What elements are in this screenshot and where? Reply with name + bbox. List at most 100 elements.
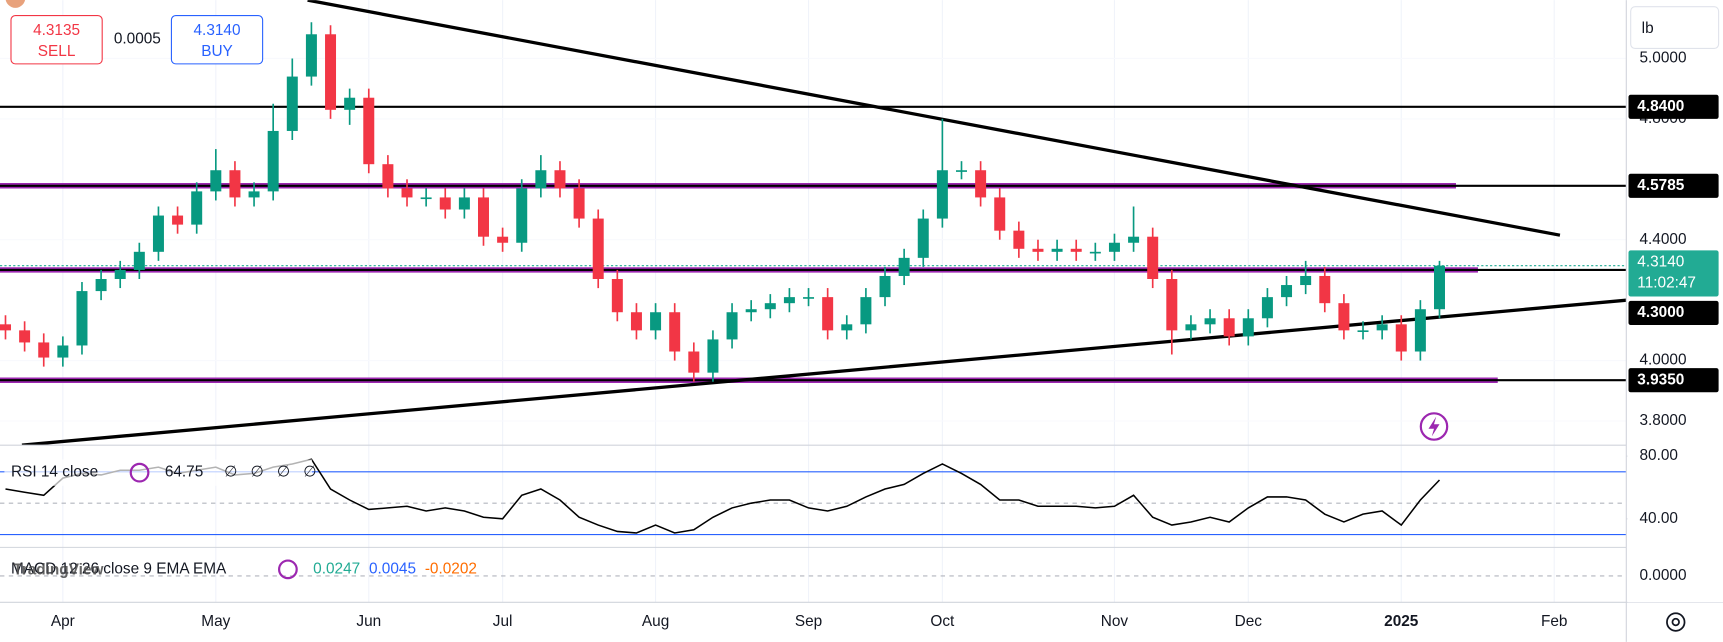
y-tick-label: 3.8000 [1639,412,1686,429]
trendline [21,298,1627,446]
candle-body [650,312,662,331]
candle-body [975,170,987,198]
macd-tick-label: 0.0000 [1639,567,1686,584]
candle-body [114,269,126,279]
candle-body [1166,278,1178,331]
last-price-box [1628,250,1719,297]
candle-body [325,34,337,110]
x-tick-label: Sep [795,613,822,630]
rsi-empty-value: ∅ [224,464,237,481]
gear-inner [1671,617,1680,627]
candle-body [630,312,642,331]
candle-body [210,170,222,192]
x-tick-label: 2025 [1384,613,1419,630]
level-label: 4.3000 [1637,304,1684,321]
candle-body [1223,318,1235,337]
candle-body [879,275,891,298]
candle-body [1128,236,1140,243]
sell-button[interactable]: 4.3135 SELL [10,14,103,65]
candle-body [669,312,681,352]
rsi-tick-label: 40.00 [1639,510,1677,527]
candle-body [172,215,184,225]
axis: Apr May Jun Jul Aug Sep Oct Nov Dec 2025 Feb 5.0000… [51,50,1719,630]
macd-source-icon[interactable] [278,559,298,580]
rsi-value: 64.75 [165,464,203,481]
unit-label: lb [1642,20,1654,37]
x-tick-label: Oct [930,613,955,630]
candle-body [1261,297,1273,319]
unit-dropdown[interactable]: lb [1630,6,1720,50]
candle-body [76,291,88,346]
candle-body [764,303,776,310]
candle-body [497,236,509,243]
level-label-box [1628,94,1719,119]
sell-label: SELL [38,43,76,60]
macd-legend: MACD 12 26 close 9 EMA EMA [11,560,227,577]
unit-box [1630,6,1720,50]
candle-body [1051,248,1063,252]
x-tick-label: Dec [1235,613,1263,630]
spread: 0.0005 [114,31,161,48]
candle-body [344,97,356,110]
level-label: 4.5785 [1637,177,1684,194]
rsi-legend-bg [4,459,313,486]
last-price-label: 4.3140 [1637,253,1684,270]
candle-body [401,188,413,198]
level-label: 3.9350 [1637,371,1684,388]
y-tick-label: 4.0000 [1639,352,1686,369]
candle-body [803,297,815,299]
settings-button[interactable] [1666,612,1686,632]
candle-body [535,170,547,189]
sell-box [10,14,103,65]
candle-body [573,188,585,219]
macd-values: 0.0247 0.0045 -0.0202 [313,560,477,577]
trendline [307,0,1561,237]
candle-body [1434,265,1445,310]
candle-body [1338,303,1350,331]
candle-body [707,339,719,373]
rsi-legend: RSI 14 close [11,464,98,481]
candle-body [1395,324,1407,352]
candle-body [726,312,738,340]
y-tick-label: 5.0000 [1639,50,1686,67]
candle-body [516,188,528,243]
candle-body [1319,275,1331,304]
candle-body [1147,236,1159,279]
candle-body [1357,330,1369,333]
candle-body [0,324,11,331]
candle-body [1281,285,1293,298]
level-label-box [1628,368,1719,393]
candle-body [363,97,375,165]
level-label-box [1628,173,1719,198]
buy-price: 4.3140 [194,22,241,39]
buy-button[interactable]: 4.3140 BUY [170,14,264,65]
candle-body [822,297,834,331]
candle-body [688,351,700,373]
candle-body [248,191,260,198]
candle-body [917,218,929,258]
candle-body [478,197,489,237]
y-tick-label: 4.4000 [1639,231,1686,248]
rsi-source-icon[interactable] [129,462,150,483]
rsi-tick-label: 80.00 [1639,447,1677,464]
level-label-box [1628,300,1719,326]
candle-body [95,278,107,292]
candle-body [745,309,757,313]
rsi-empty-value: ∅ [251,464,264,481]
candle-body [1204,318,1216,325]
candle-body [1070,248,1082,252]
candle-body [420,197,432,200]
alert-bolt [1428,416,1440,437]
x-tick-label: May [201,613,230,630]
candle-body [286,76,298,131]
alert-icon[interactable] [1419,412,1449,441]
candle-body [305,34,317,77]
candle-body [382,164,394,189]
candle-body [936,170,948,219]
x-tick-label: Nov [1101,613,1129,630]
watermark: TradingView [13,562,103,579]
candle-body [783,297,795,304]
sell-price: 4.3135 [33,22,80,39]
